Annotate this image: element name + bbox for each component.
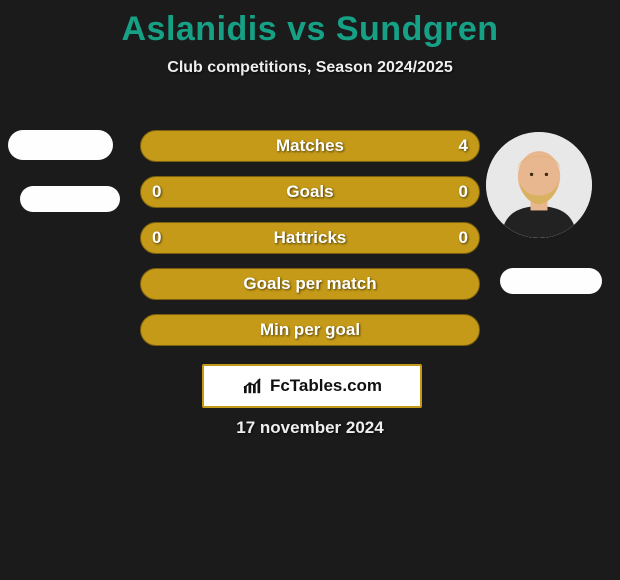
stat-row-goals-per-match: Goals per match (0, 268, 620, 300)
stat-row-matches: Matches 4 (0, 130, 620, 162)
stat-value-left: 0 (152, 222, 161, 254)
chart-icon (242, 377, 264, 395)
stat-label: Goals (286, 182, 333, 202)
stat-value-left: 0 (152, 176, 161, 208)
date-label: 17 november 2024 (0, 418, 620, 438)
stats-panel: Matches 4 Goals 0 0 Hattricks 0 0 Goals … (0, 130, 620, 360)
page-title: Aslanidis vs Sundgren (0, 10, 620, 49)
stat-label: Matches (276, 136, 344, 156)
comparison-infographic: Aslanidis vs Sundgren Club competitions,… (0, 10, 620, 580)
stat-value-right: 0 (459, 222, 468, 254)
stat-row-goals: Goals 0 0 (0, 176, 620, 208)
stat-bar: Hattricks (140, 222, 480, 254)
stat-label: Min per goal (260, 320, 360, 340)
stat-label: Hattricks (274, 228, 347, 248)
stat-value-right: 4 (459, 130, 468, 162)
source-badge: FcTables.com (202, 364, 422, 408)
stat-bar: Matches (140, 130, 480, 162)
stat-value-right: 0 (459, 176, 468, 208)
stat-bar: Goals (140, 176, 480, 208)
stat-bar: Goals per match (140, 268, 480, 300)
stat-bar: Min per goal (140, 314, 480, 346)
stat-row-hattricks: Hattricks 0 0 (0, 222, 620, 254)
subtitle: Club competitions, Season 2024/2025 (0, 59, 620, 77)
stat-row-min-per-goal: Min per goal (0, 314, 620, 346)
stat-label: Goals per match (243, 274, 376, 294)
source-label: FcTables.com (270, 376, 382, 396)
